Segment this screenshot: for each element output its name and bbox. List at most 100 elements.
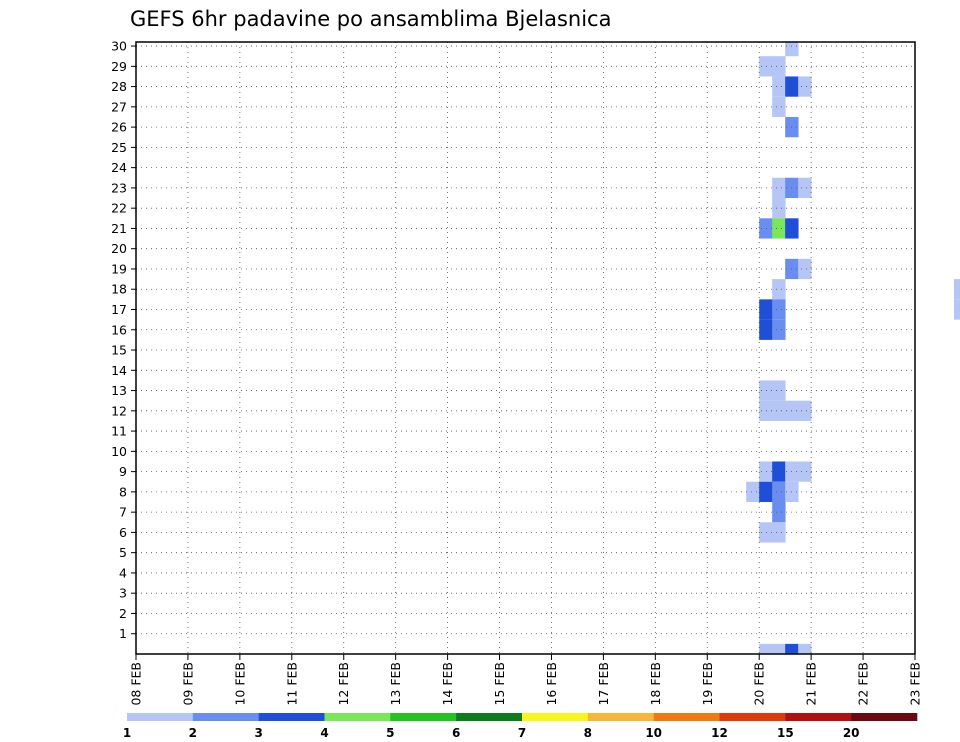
plot-frame: [135, 41, 916, 655]
y-tick-label: 25: [111, 140, 127, 155]
heatmap-cell: [772, 400, 786, 421]
heatmap-cell: [759, 380, 773, 401]
y-tick-label: 24: [111, 160, 127, 175]
colorbar-tick-label: 20: [843, 726, 860, 740]
colorbar-tick-label: 2: [189, 726, 197, 740]
x-tick-label: 08 FEB: [129, 662, 144, 706]
heatmap-cell: [785, 42, 799, 57]
heatmap-cell: [772, 198, 786, 219]
y-tick-label: 5: [119, 545, 127, 560]
y-tick-label: 11: [111, 424, 127, 439]
colorbar-segment: [653, 713, 720, 721]
colorbar-segment: [324, 713, 391, 721]
heatmap-cell: [759, 643, 773, 654]
colorbar-segment: [851, 713, 918, 721]
y-tick-label: 23: [111, 180, 127, 195]
heatmap-cell: [772, 380, 786, 401]
colorbar-segment: [719, 713, 786, 721]
x-tick-label: 09 FEB: [180, 662, 195, 706]
heatmap-cell: [759, 481, 773, 503]
y-tick-label: 16: [111, 322, 127, 337]
heatmap-cell: [798, 643, 812, 654]
heatmap-cell: [798, 177, 812, 199]
colorbar-segment: [127, 713, 194, 721]
heatmap-cell: [759, 319, 773, 340]
y-tick-label: 21: [111, 221, 127, 236]
y-tick-label: 22: [111, 201, 127, 216]
heatmap-cell: [798, 400, 812, 421]
colorbar-segment: [192, 713, 259, 721]
colorbar-tick-label: 10: [645, 726, 662, 740]
y-tick-label: 28: [111, 79, 127, 94]
heatmap-cell: [759, 522, 773, 543]
y-tick-label: 20: [111, 241, 127, 256]
heatmap-cell: [772, 218, 786, 239]
y-tick-label: 27: [111, 99, 127, 114]
colorbar-tick-label: 6: [452, 726, 460, 740]
heatmap-cell: [759, 299, 773, 320]
heatmap-cell: [772, 299, 786, 320]
colorbar-segment: [522, 713, 589, 721]
heatmap-cell: [772, 461, 786, 482]
heatmap-cell: [759, 218, 773, 239]
x-tick-label: 17 FEB: [596, 662, 611, 706]
heatmap-cell: [785, 643, 799, 654]
colorbar-segment: [785, 713, 852, 721]
y-tick-label: 7: [119, 505, 127, 520]
heatmap-cell: [772, 643, 786, 654]
y-tick-label: 6: [119, 525, 127, 540]
heatmap-cell: [798, 461, 812, 482]
colorbar-tick-label: 8: [584, 726, 592, 740]
y-tick-label: 10: [111, 444, 127, 459]
heatmap-cell: [759, 400, 773, 421]
chart-title: GEFS 6hr padavine po ansamblima Bjelasni…: [130, 7, 611, 31]
x-tick-label: 10 FEB: [232, 662, 247, 706]
y-tick-label: 15: [111, 343, 127, 358]
colorbar-tick-label: 15: [777, 726, 794, 740]
x-tick-label: 21 FEB: [804, 662, 819, 706]
colorbar-segment: [258, 713, 325, 721]
colorbar-tick-label: 1: [123, 726, 131, 740]
y-tick-label: 1: [119, 626, 127, 641]
heatmap-cell: [953, 299, 960, 320]
heatmap-cell: [772, 319, 786, 340]
colorbar-tick-label: 3: [254, 726, 262, 740]
colorbar-tick-label: 12: [711, 726, 728, 740]
y-tick-label: 9: [119, 464, 127, 479]
x-tick-label: 19 FEB: [700, 662, 715, 706]
heatmap-cell: [759, 56, 773, 77]
colorbar-tick-label: 4: [320, 726, 328, 740]
y-tick-label: 2: [119, 606, 127, 621]
colorbar-segment: [587, 713, 654, 721]
y-tick-label: 18: [111, 282, 127, 297]
y-axis-ticks: 1234567891011121314151617181920212223242…: [111, 39, 136, 641]
heatmap-cell: [746, 481, 760, 503]
x-tick-label: 14 FEB: [440, 662, 455, 706]
heatmap-cell: [798, 258, 812, 280]
x-tick-label: 12 FEB: [336, 662, 351, 706]
y-tick-label: 30: [111, 39, 127, 54]
x-tick-label: 18 FEB: [648, 662, 663, 706]
y-tick-label: 26: [111, 120, 127, 135]
x-tick-label: 11 FEB: [284, 662, 299, 706]
colorbar-tick-label: 7: [518, 726, 526, 740]
y-tick-label: 3: [119, 586, 127, 601]
y-tick-label: 13: [111, 383, 127, 398]
heatmap-cell: [772, 56, 786, 77]
heatmap-cell: [772, 96, 786, 117]
y-tick-label: 12: [111, 403, 127, 418]
heatmap-cell: [798, 76, 812, 97]
heatmap-cell: [772, 502, 786, 523]
x-axis-ticks: 08 FEB 09 FEB 10 FEB 11 FEB 12 FEB 13 FEB 14 F…: [129, 654, 923, 706]
heatmap-cell: [772, 481, 786, 503]
heatmap-cell: [772, 522, 786, 543]
heatmap-cell: [772, 279, 786, 300]
heatmap-cell: [953, 279, 960, 300]
x-tick-label: 13 FEB: [388, 662, 403, 706]
heatmap-cell: [759, 461, 773, 482]
heatmap-cell: [772, 76, 786, 97]
y-tick-label: 29: [111, 59, 127, 74]
x-tick-label: 22 FEB: [856, 662, 871, 706]
y-tick-label: 8: [119, 484, 127, 499]
